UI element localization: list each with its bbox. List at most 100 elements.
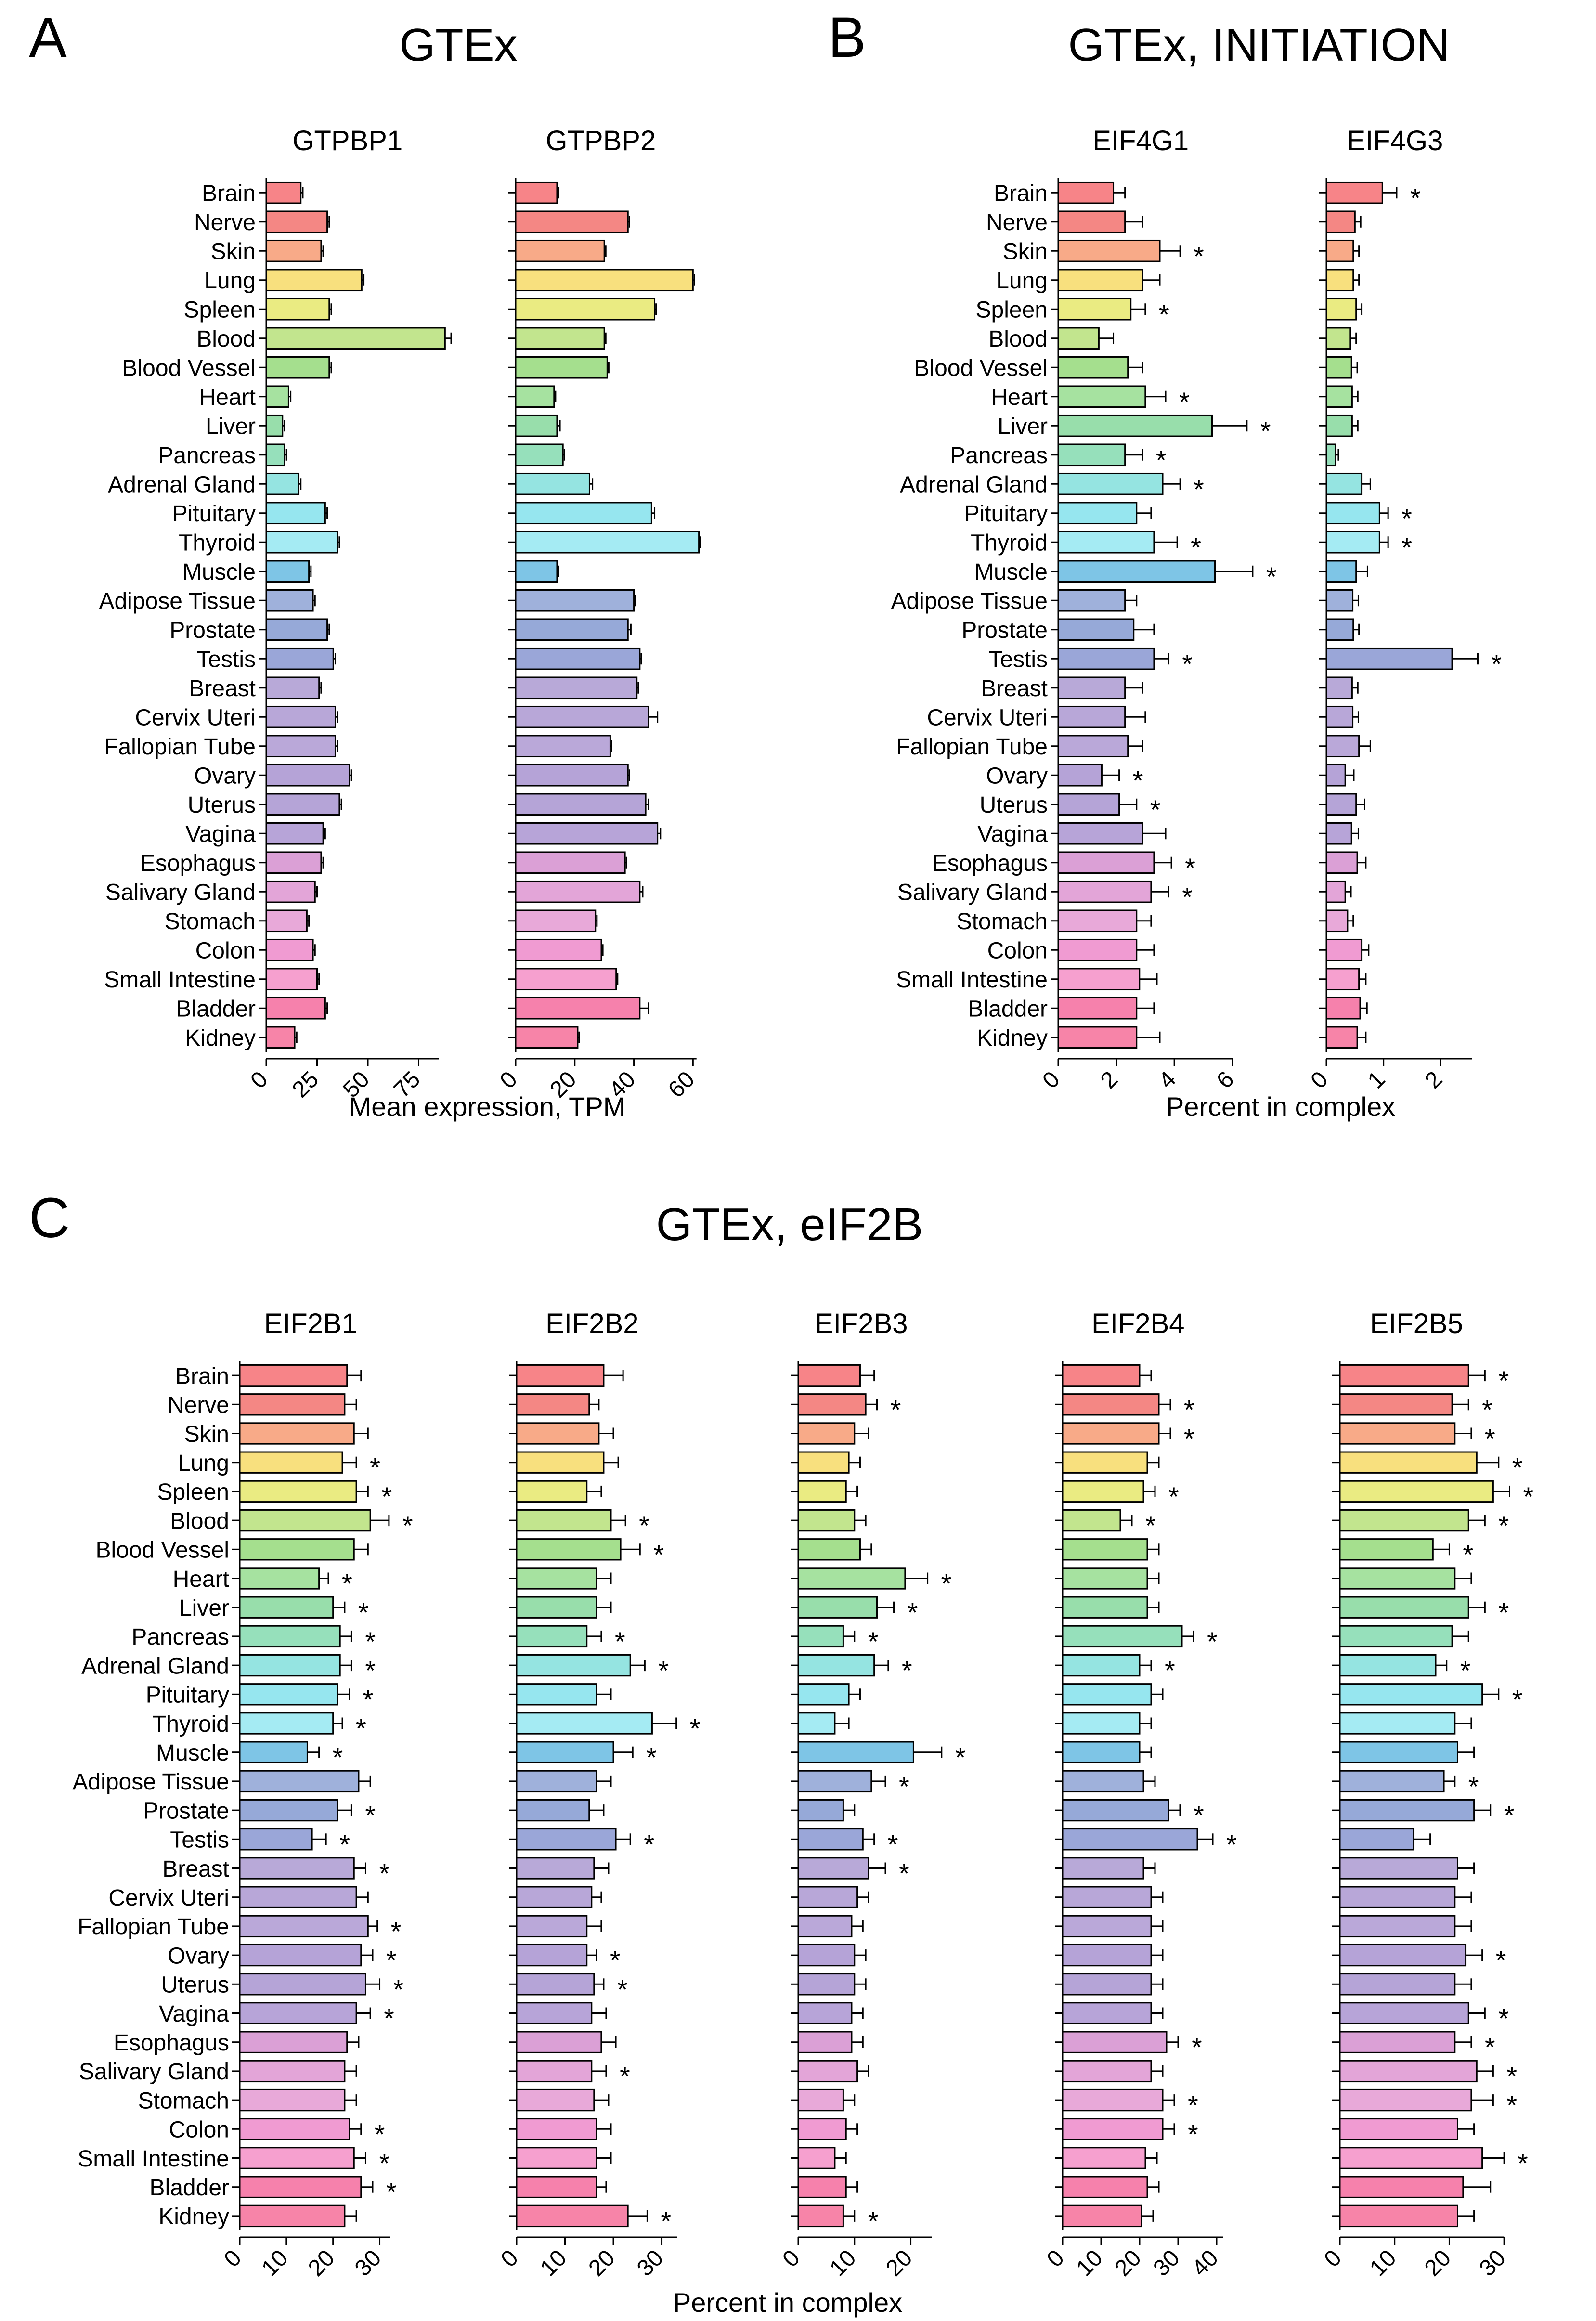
chart-gtpbp2-bar-vagina <box>515 822 659 845</box>
chart-eif2b2-bar-nerve <box>516 1393 590 1416</box>
chart-eif4g1-bar-vagina <box>1057 822 1143 845</box>
chart-gtpbp1-tick-label-bladder: Bladder <box>176 997 256 1022</box>
chart-eif4g1-bar-stomach <box>1057 909 1138 933</box>
chart-eif2b1-xtick-label-10: 10 <box>257 2245 293 2281</box>
chart-eif2b1-tick-label-small-intestine: Small Intestine <box>78 2146 229 2172</box>
chart-eif2b4-star-skin: * <box>1184 1424 1194 1454</box>
chart-eif2b5-bar-ovary <box>1339 1944 1467 1967</box>
chart-gtpbp2-bar-heart <box>515 385 555 408</box>
chart-eif4g3-bar-small-intestine <box>1325 968 1360 991</box>
chart-eif2b2-xtick-label-30: 30 <box>632 2245 668 2281</box>
chart-eif2b4-bar-cervix-uteri <box>1062 1886 1152 1908</box>
chart-eif2b4-bar-kidney <box>1062 2204 1142 2228</box>
chart-eif2b3-bar-kidney <box>797 2204 844 2228</box>
chart-eif4g1-tick-label-nerve: Nerve <box>986 210 1048 235</box>
chart-eif2b4-bar-blood-vessel <box>1062 1538 1148 1561</box>
chart-eif2b3-bar-stomach <box>797 2088 844 2112</box>
chart-eif2b3-bar-brain <box>797 1364 861 1387</box>
chart-eif2b4-bar-adipose-tissue <box>1062 1770 1144 1793</box>
chart-eif2b2-star-blood: * <box>639 1510 649 1541</box>
chart-eif2b1-tick-label-prostate: Prostate <box>143 1798 229 1824</box>
chart-eif2b1-star-liver: * <box>358 1597 369 1628</box>
chart-eif4g1-star-pancreas: * <box>1156 445 1167 475</box>
chart-eif2b5-bar-heart <box>1339 1567 1456 1590</box>
chart-eif2b2-bar-blood-vessel <box>516 1538 622 1561</box>
chart-eif2b1-bar-breast <box>239 1857 355 1880</box>
chart-eif4g1-star-muscle: * <box>1266 561 1277 592</box>
chart-eif2b5-bar-uterus <box>1339 1973 1456 1996</box>
chart-gtpbp1-bar-breast <box>265 676 320 700</box>
chart-eif2b2-bar-pancreas <box>516 1625 588 1648</box>
chart-eif4g3-bar-spleen <box>1325 298 1357 321</box>
chart-eif2b4-bar-muscle <box>1062 1741 1141 1763</box>
chart-eif2b1-bar-salivary-gland <box>239 2060 346 2083</box>
chart-eif2b3-bar-uterus <box>797 1973 856 1996</box>
chart-eif2b2-star-ovary: * <box>610 1945 621 1975</box>
chart-eif2b1-tick-label-ovary: Ovary <box>168 1943 229 1969</box>
chart-eif2b1-star-blood: * <box>402 1510 413 1541</box>
chart-gtpbp1-bar-stomach <box>265 909 308 933</box>
chart-eif2b1-bar-thyroid <box>239 1712 334 1735</box>
chart-eif2b5-star-prostate: * <box>1504 1800 1515 1830</box>
chart-eif4g1-bar-bladder <box>1057 997 1138 1020</box>
chart-eif4g1-tick-label-liver: Liver <box>998 414 1048 440</box>
chart-eif2b1-bar-blood-vessel <box>239 1538 355 1561</box>
chart-eif4g1-tick-label-prostate: Prostate <box>961 618 1048 643</box>
panel-c-x-axis-label: Percent in complex <box>673 2287 902 2318</box>
chart-gtpbp1-bar-brain <box>265 181 302 204</box>
chart-eif2b5-bar-skin <box>1339 1422 1456 1445</box>
chart-gtpbp1-bar-adipose-tissue <box>265 589 314 612</box>
chart-eif2b5-star-brain: * <box>1498 1365 1509 1396</box>
chart-eif4g1-tick-label-esophagus: Esophagus <box>932 851 1048 876</box>
chart-eif2b1-tick-label-brain: Brain <box>175 1363 229 1389</box>
chart-eif2b3-star-kidney: * <box>868 2206 879 2236</box>
chart-eif2b4-bar-heart <box>1062 1567 1148 1590</box>
chart-gtpbp2-xtick-label-0: 0 <box>495 1066 522 1093</box>
chart-eif2b1-tick-label-heart: Heart <box>173 1567 229 1592</box>
chart-gtpbp2-bar-uterus <box>515 793 647 816</box>
chart-eif2b1-bar-uterus <box>239 1973 366 1996</box>
chart-gtpbp1-bar-pancreas <box>265 443 285 467</box>
chart-eif4g1-bar-colon <box>1057 938 1138 961</box>
chart-gtpbp1-bar-liver <box>265 414 284 437</box>
chart-eif2b1-star-adrenal-gland: * <box>365 1655 376 1686</box>
chart-eif2b1-tick-label-adipose-tissue: Adipose Tissue <box>72 1769 229 1795</box>
chart-eif2b5-star-adrenal-gland: * <box>1460 1655 1471 1686</box>
chart-eif2b5-bar-pituitary <box>1339 1683 1483 1706</box>
chart-eif4g3-bar-muscle <box>1325 560 1357 583</box>
chart-gtpbp1-tick-label-brain: Brain <box>202 181 256 207</box>
chart-eif4g3-bar-nerve <box>1325 210 1356 233</box>
chart-eif2b2-bar-thyroid <box>516 1712 653 1735</box>
chart-eif2b1-tick-label-skin: Skin <box>184 1422 229 1447</box>
chart-gtpbp1-tick-label-blood: Blood <box>196 326 256 352</box>
chart-eif2b4-star-prostate: * <box>1194 1800 1204 1830</box>
chart-eif2b1-tick-label-salivary-gland: Salivary Gland <box>79 2059 229 2085</box>
chart-eif4g1-star-skin: * <box>1194 241 1204 271</box>
chart-eif4g1-bar-pancreas <box>1057 443 1126 467</box>
chart-eif4g1-bar-adipose-tissue <box>1057 589 1126 612</box>
chart-gtpbp2-bar-nerve <box>515 210 629 233</box>
chart-eif4g1-title: EIF4G1 <box>1092 125 1189 156</box>
chart-eif4g1-tick-label-heart: Heart <box>991 385 1048 410</box>
chart-eif2b1-tick-label-pituitary: Pituitary <box>146 1683 229 1708</box>
chart-eif2b2-bar-adipose-tissue <box>516 1770 597 1793</box>
chart-eif2b2-star-blood-vessel: * <box>653 1539 664 1569</box>
chart-eif2b1-bar-stomach <box>239 2088 346 2112</box>
chart-eif2b4-bar-small-intestine <box>1062 2147 1146 2169</box>
chart-gtpbp2-bar-esophagus <box>515 851 626 874</box>
chart-eif2b4-star-esophagus: * <box>1192 2032 1202 2062</box>
chart-eif2b2-bar-blood <box>516 1509 612 1532</box>
chart-eif2b5-bar-kidney <box>1339 2204 1458 2228</box>
chart-eif2b4-bar-testis <box>1062 1828 1198 1851</box>
panel-a-letter: A <box>29 6 67 69</box>
chart-eif2b1-star-lung: * <box>370 1452 380 1483</box>
chart-gtpbp2-bar-colon <box>515 938 602 961</box>
chart-gtpbp2-title: GTPBP2 <box>545 125 656 156</box>
chart-gtpbp2-bar-brain <box>515 181 558 204</box>
chart-gtpbp1-tick-label-heart: Heart <box>199 385 256 410</box>
chart-eif4g3-bar-liver <box>1325 414 1353 437</box>
chart-eif2b3-star-adrenal-gland: * <box>902 1655 912 1686</box>
chart-gtpbp1-bar-ovary <box>265 764 350 787</box>
chart-eif2b3-bar-blood <box>797 1509 856 1532</box>
chart-eif4g3-bar-blood-vessel <box>1325 356 1352 379</box>
